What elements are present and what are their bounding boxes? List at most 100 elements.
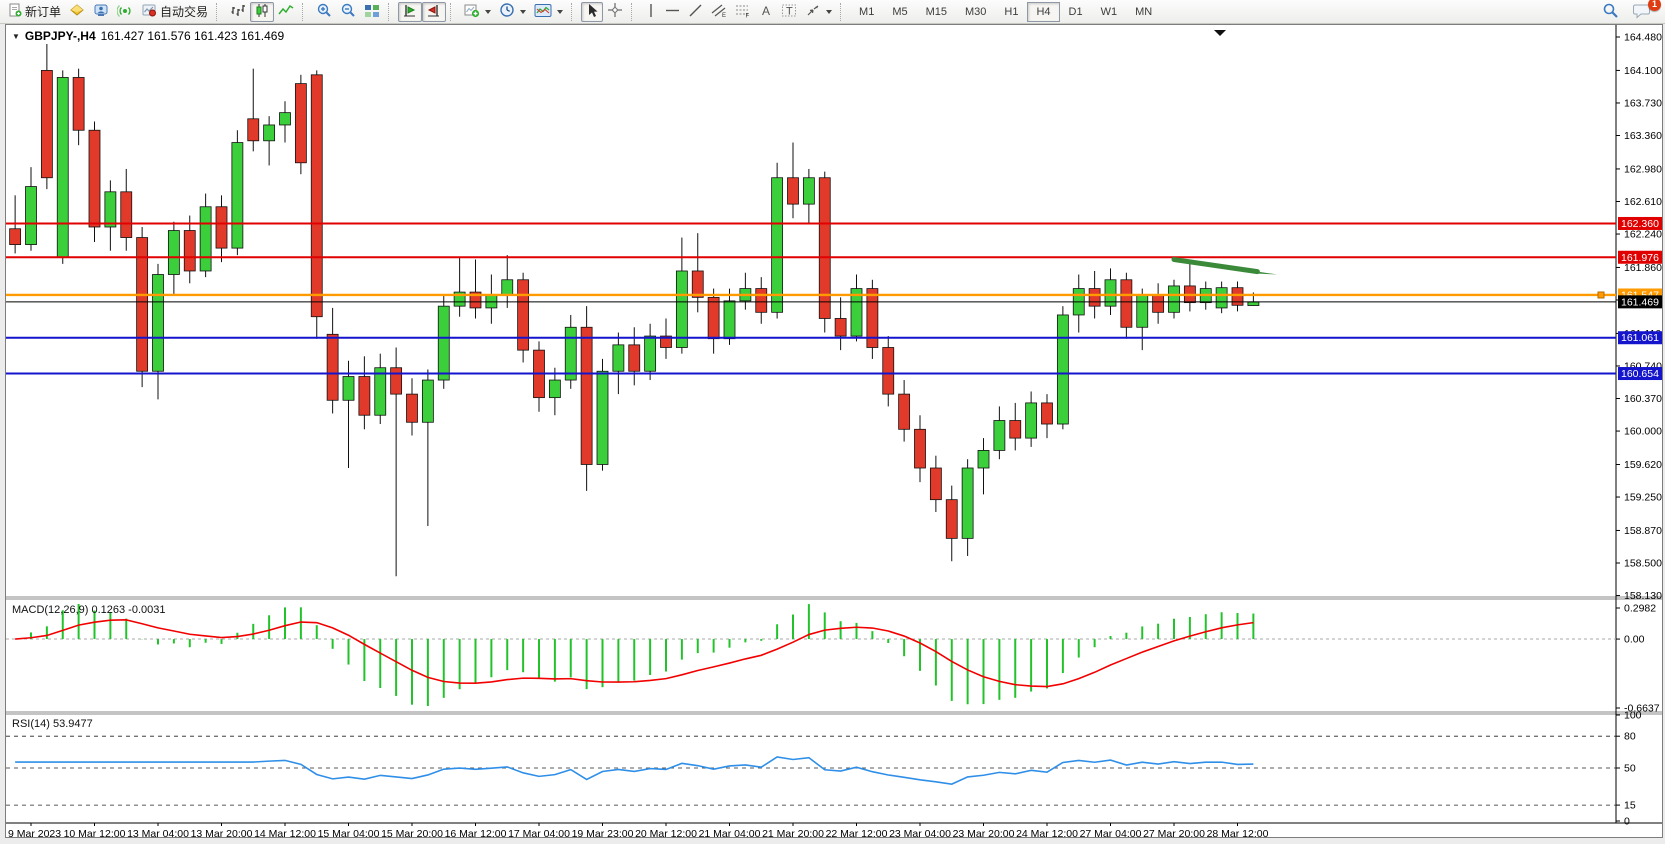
market-watch-button[interactable] — [65, 2, 89, 22]
time-tick-label: 27 Mar 20:00 — [1143, 828, 1205, 837]
candle-body — [1153, 295, 1164, 313]
arrows-tool[interactable] — [801, 2, 836, 22]
line-chart-icon — [278, 3, 294, 21]
tile-windows-button[interactable] — [360, 2, 384, 22]
timeframe-W1[interactable]: W1 — [1092, 2, 1127, 22]
search-button[interactable] — [1598, 2, 1623, 22]
candle-body — [121, 192, 132, 238]
candlestick-mode-button[interactable] — [250, 2, 274, 22]
timeframe-H4[interactable]: H4 — [1027, 2, 1059, 22]
time-tick-label: 14 Mar 12:00 — [254, 828, 316, 837]
time-tick-label: 23 Mar 20:00 — [953, 828, 1015, 837]
templates-dropdown-caret[interactable] — [557, 10, 563, 14]
trendline-tool[interactable] — [684, 2, 707, 22]
templates-button[interactable] — [530, 2, 567, 22]
timeframe-H1[interactable]: H1 — [995, 2, 1027, 22]
candle-body — [629, 345, 640, 371]
arrows-dropdown-caret[interactable] — [826, 10, 832, 14]
chat-button[interactable]: 1 — [1629, 2, 1655, 22]
new-order-button[interactable]: 新订单 — [4, 2, 65, 22]
price-tick-label: 158.870 — [1624, 525, 1662, 537]
rsi-axis-label: 80 — [1624, 731, 1636, 743]
price-tick-label: 160.000 — [1624, 426, 1662, 438]
chart-canvas[interactable]: 164.480164.100163.730163.360162.980162.6… — [6, 25, 1662, 837]
time-tick-label: 24 Mar 12:00 — [1016, 828, 1078, 837]
horizontal-line-tool[interactable] — [661, 2, 684, 22]
toolbar-separator — [216, 3, 223, 21]
cursor-tool-button[interactable] — [581, 2, 603, 22]
broadcast-icon — [117, 3, 133, 21]
zoom-in-button[interactable] — [312, 2, 336, 22]
channel-icon: E — [711, 3, 727, 21]
bar-chart-mode-button[interactable] — [226, 2, 250, 22]
autotrading-button[interactable]: 自动交易 — [137, 2, 212, 22]
candle-body — [105, 192, 116, 227]
zoom-out-button[interactable] — [336, 2, 360, 22]
text-tool[interactable]: A — [755, 2, 777, 22]
chart-window[interactable]: ▼ GBPJPY-,H4 161.427 161.576 161.423 161… — [5, 24, 1663, 838]
candle-body — [994, 421, 1005, 451]
auto-scroll-button[interactable] — [398, 2, 422, 22]
candle-body — [232, 143, 243, 249]
periods-dropdown-caret[interactable] — [520, 10, 526, 14]
indicators-button[interactable] — [460, 2, 495, 22]
price-tick-label: 158.130 — [1624, 590, 1662, 602]
time-tick-label: 21 Mar 04:00 — [699, 828, 761, 837]
macd-name: MACD(12,26,9) — [12, 604, 88, 616]
candle-body — [1216, 288, 1227, 308]
text-label-tool[interactable]: T — [777, 2, 801, 22]
indicators-dropdown-caret[interactable] — [485, 10, 491, 14]
candle-body — [819, 178, 830, 319]
price-tick-label: 164.480 — [1624, 32, 1662, 44]
candle-body — [73, 77, 84, 130]
candle-body — [343, 377, 354, 401]
candle-body — [946, 500, 957, 539]
timeframe-M5[interactable]: M5 — [883, 2, 916, 22]
candle-body — [407, 394, 418, 422]
price-tick-label: 164.100 — [1624, 65, 1662, 77]
level-price-label: 161.976 — [1621, 252, 1659, 264]
candle-body — [168, 231, 179, 275]
candle-body — [1089, 289, 1100, 307]
fibonacci-tool[interactable]: F — [731, 2, 755, 22]
macd-values: 0.1263 -0.0031 — [91, 604, 165, 616]
line-chart-mode-button[interactable] — [274, 2, 298, 22]
annotation-arrow-shaft[interactable] — [1174, 260, 1257, 272]
candle-body — [676, 271, 687, 348]
candle-body — [883, 347, 894, 394]
candle-body — [978, 450, 989, 468]
candle-body — [264, 125, 275, 141]
timeframe-D1[interactable]: D1 — [1060, 2, 1092, 22]
notification-badge[interactable]: 1 — [1648, 0, 1661, 11]
timeframe-M1[interactable]: M1 — [850, 2, 883, 22]
fibonacci-icon: F — [735, 3, 751, 21]
level-price-label: 161.469 — [1621, 296, 1659, 308]
rsi-axis-label: 0 — [1624, 816, 1630, 828]
rsi-name: RSI(14) — [12, 718, 50, 730]
annotation-arrow-head[interactable] — [1256, 272, 1277, 275]
candle-body — [613, 345, 624, 371]
vertical-line-tool[interactable] — [641, 2, 661, 22]
candle-body — [692, 271, 703, 297]
bar-chart-icon — [230, 3, 246, 21]
timeframe-MN[interactable]: MN — [1126, 2, 1161, 22]
equidistant-channel-tool[interactable]: E — [707, 2, 731, 22]
candle-body — [803, 178, 814, 204]
signals-button[interactable] — [113, 2, 137, 22]
periods-button[interactable] — [495, 2, 530, 22]
timeframe-M30[interactable]: M30 — [956, 2, 995, 22]
line-drag-handle[interactable] — [1598, 292, 1604, 298]
candle-body — [1137, 295, 1148, 328]
vps-button[interactable] — [89, 2, 113, 22]
candle-body — [1121, 280, 1132, 327]
crosshair-tool-button[interactable] — [603, 2, 627, 22]
chart-ohlc-values: 161.427 161.576 161.423 161.469 — [101, 29, 285, 43]
timeframe-M15[interactable]: M15 — [917, 2, 956, 22]
chart-shift-marker[interactable] — [1214, 30, 1226, 36]
chart-shift-button[interactable] — [422, 2, 446, 22]
vertical-line-icon — [645, 3, 657, 21]
time-tick-label: 28 Mar 12:00 — [1207, 828, 1269, 837]
symbol-dropdown-icon[interactable]: ▼ — [12, 32, 20, 41]
time-tick-label: 9 Mar 2023 — [8, 828, 61, 837]
candle-body — [1169, 286, 1180, 312]
